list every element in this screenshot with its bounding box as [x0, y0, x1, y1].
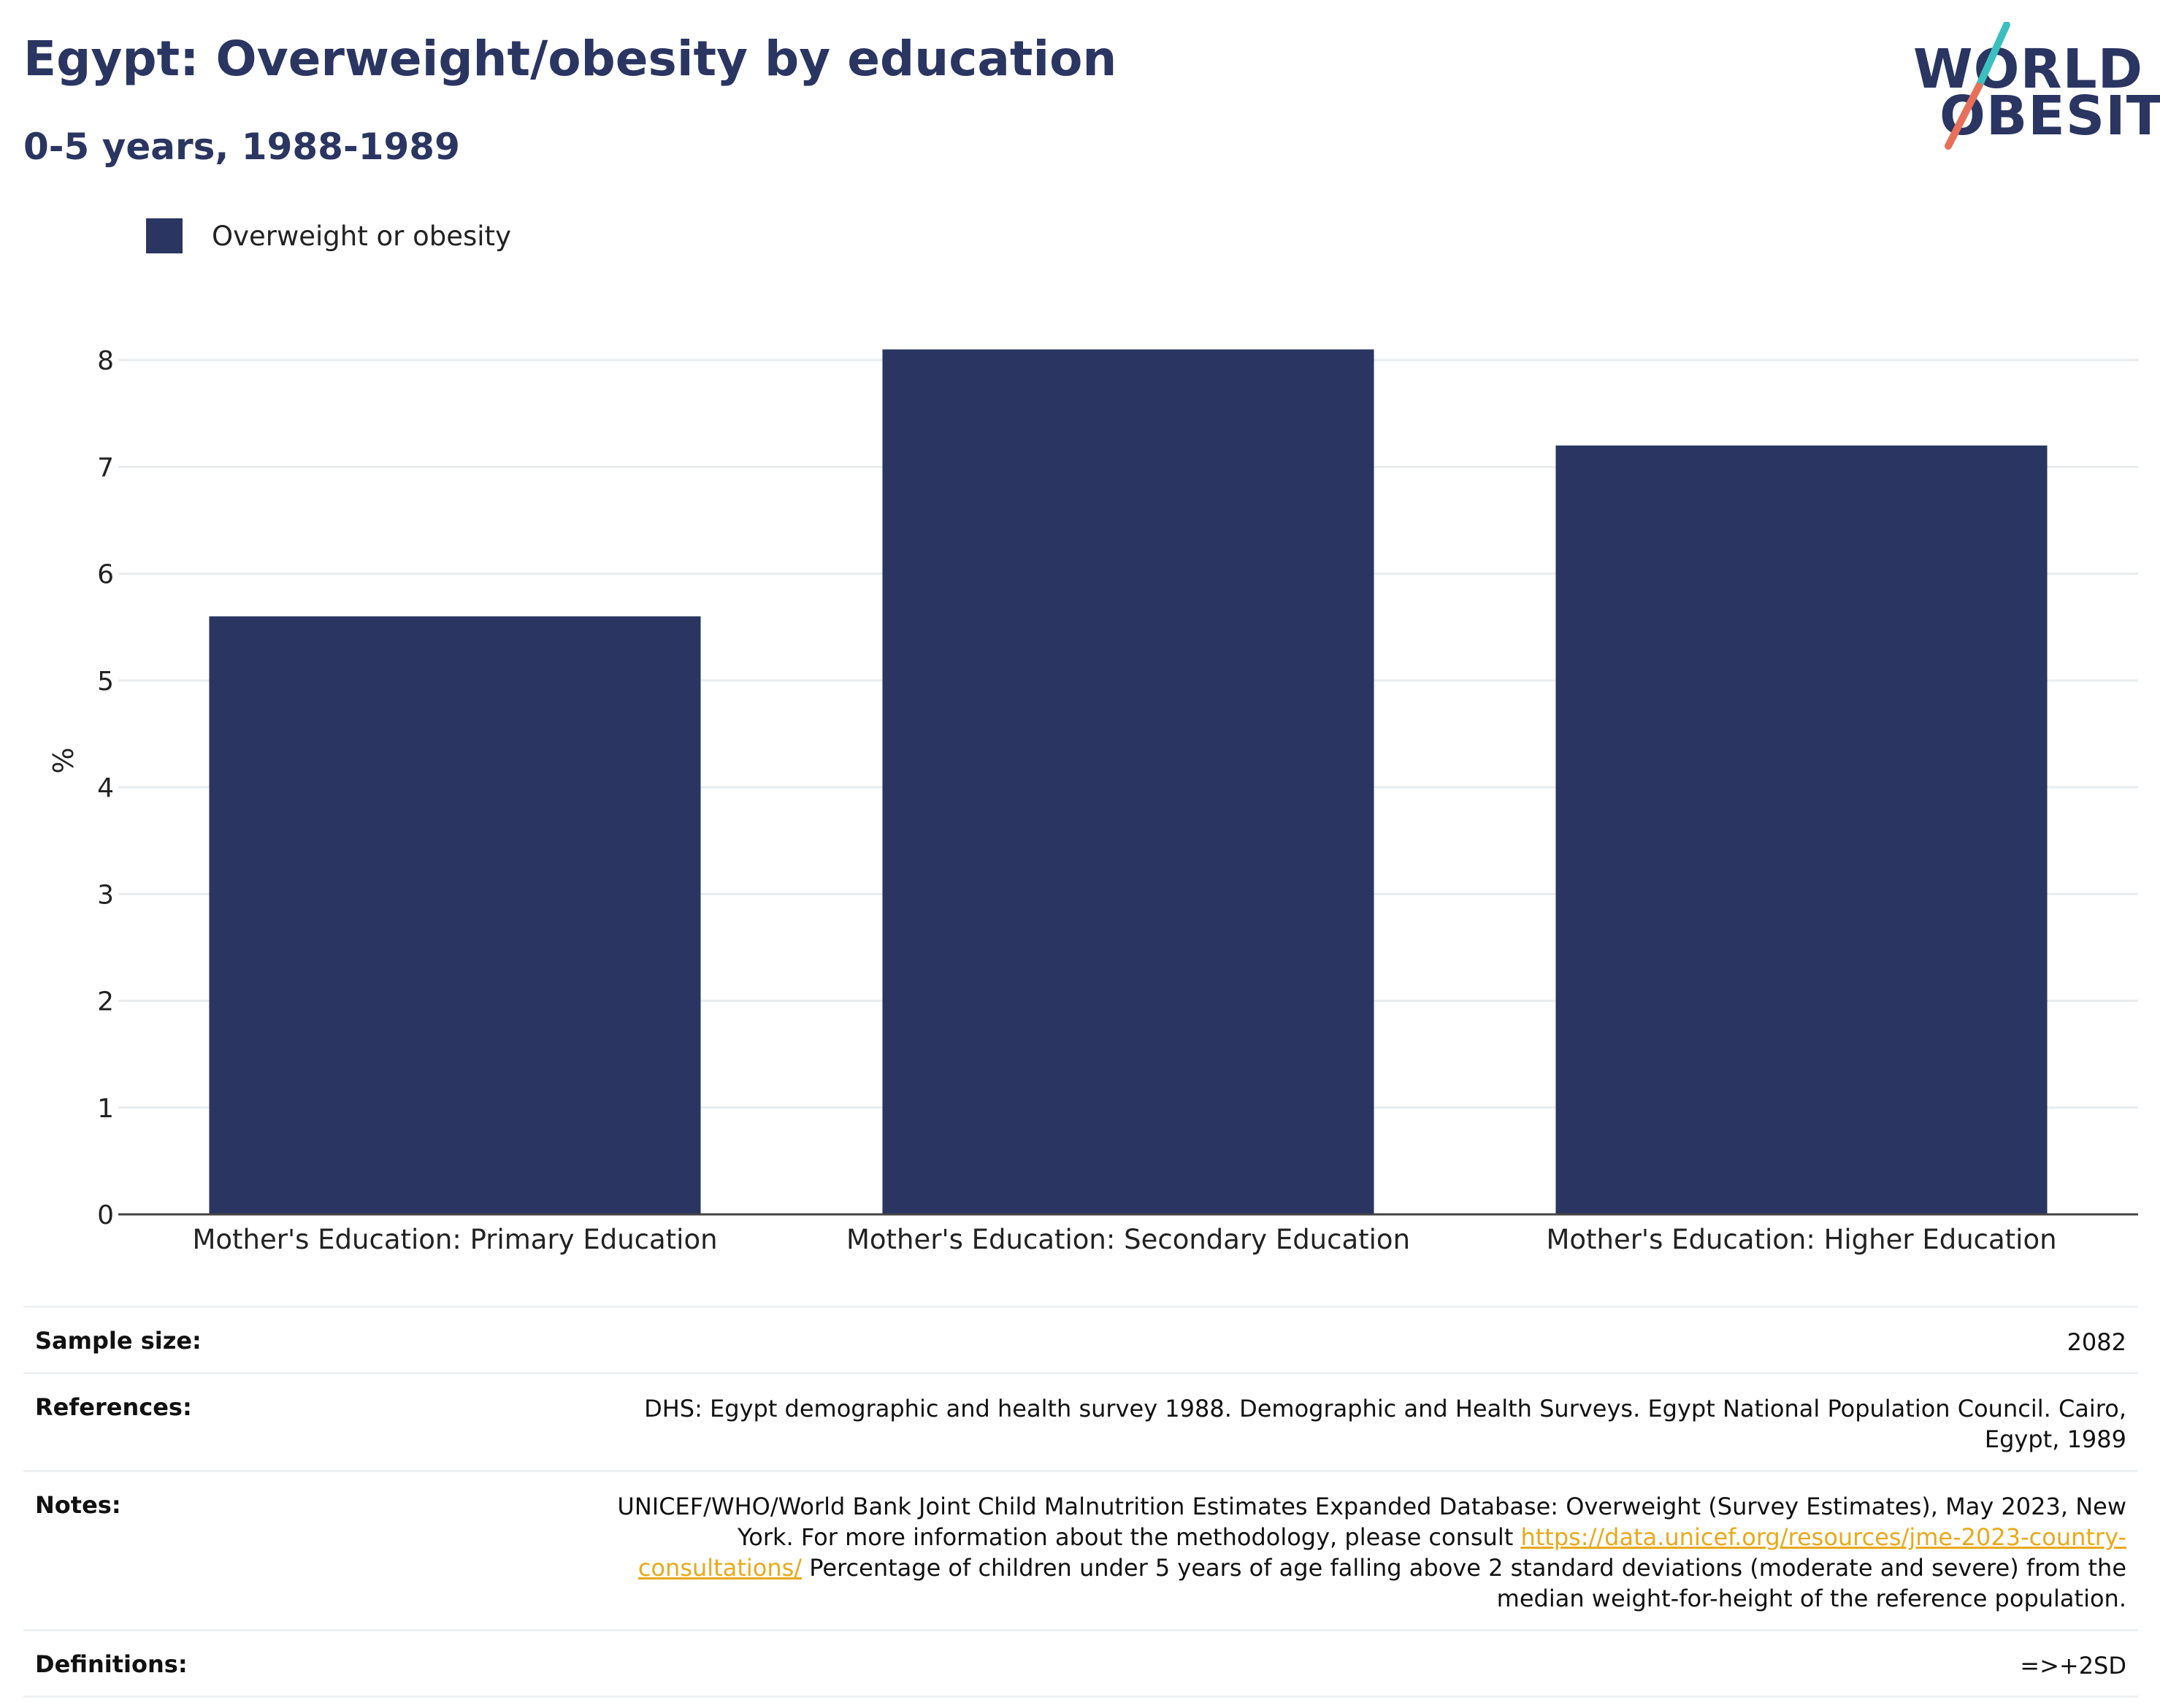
y-tick-label: 0 [97, 1200, 114, 1230]
bar [1555, 445, 2048, 1214]
chart-legend: Overweight or obesity [146, 218, 511, 254]
bar [882, 349, 1374, 1214]
x-tick-label: Mother's Education: Secondary Education [846, 1224, 1410, 1255]
world-obesity-logo: WORLD OBESITY [1899, 22, 2160, 153]
info-table: Sample size: 2082 References: DHS: Egypt… [23, 1306, 2138, 1698]
y-tick-label: 5 [97, 667, 114, 697]
notes-link[interactable]: https://data.unicef.org/resources/jme-20… [637, 1523, 2126, 1582]
y-tick-label: 1 [97, 1094, 114, 1124]
y-tick-label: 6 [97, 560, 114, 590]
bar [209, 616, 701, 1214]
y-tick-label: 2 [97, 987, 114, 1017]
notes-label: Notes: [35, 1490, 121, 1519]
notes-text-before: UNICEF/WHO/World Bank Joint Child Malnut… [617, 1492, 2126, 1551]
bar-chart: 0 1 2 3 4 5 6 7 8% Mother's Education: Primary Ed… [46, 346, 2138, 1255]
logo-word-world: WORLD [1913, 38, 2144, 101]
x-tick-label: Mother's Education: Primary Education [192, 1224, 717, 1255]
info-row-sample-size: Sample size: 2082 [23, 1306, 2138, 1372]
y-tick-label: 7 [97, 453, 114, 483]
definitions-label: Definitions: [35, 1650, 188, 1678]
notes-value: UNICEF/WHO/World Bank Joint Child Malnut… [593, 1491, 2126, 1615]
references-value: DHS: Egypt demographic and health survey… [644, 1395, 2126, 1454]
notes-text-after: Percentage of children under 5 years of … [809, 1554, 2126, 1613]
legend-label: Overweight or obesity [212, 220, 511, 252]
definitions-value: =>+2SD [2020, 1651, 2126, 1680]
info-row-definitions: Definitions: =>+2SD [23, 1628, 2138, 1698]
chart-subtitle: 0-5 years, 1988-1989 [23, 126, 460, 168]
chart-title: Egypt: Overweight/obesity by education [23, 31, 1117, 87]
sample-size-label: Sample size: [35, 1327, 202, 1355]
sample-size-value: 2082 [2067, 1328, 2126, 1356]
y-axis-title: % [46, 747, 78, 773]
legend-swatch [146, 218, 183, 253]
y-tick-label: 8 [97, 346, 114, 376]
references-label: References: [35, 1393, 192, 1422]
x-tick-label: Mother's Education: Higher Education [1546, 1224, 2056, 1255]
info-row-references: References: DHS: Egypt demographic and h… [23, 1372, 2138, 1469]
info-row-notes: Notes: UNICEF/WHO/World Bank Joint Child… [23, 1469, 2138, 1629]
y-tick-label: 4 [97, 773, 114, 803]
logo-slash-icon [1945, 22, 2010, 150]
y-tick-label: 3 [97, 880, 114, 910]
